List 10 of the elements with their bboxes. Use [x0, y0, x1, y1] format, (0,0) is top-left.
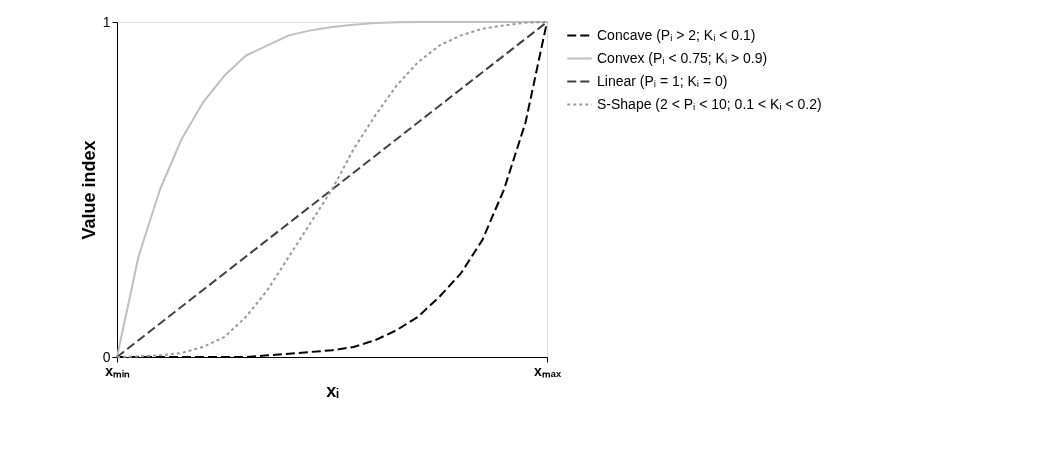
- legend-label: S-Shape (2 < Pᵢ < 10; 0.1 < Kᵢ < 0.2): [597, 95, 822, 112]
- legend-label: Concave (Pᵢ > 2; Kᵢ < 0.1): [597, 26, 756, 43]
- y-tick-label: 0: [102, 348, 111, 365]
- y-axis-title: Value index: [78, 140, 99, 240]
- x-tick-label: xₘₐₓ: [533, 362, 562, 379]
- y-tick-label: 1: [102, 13, 111, 30]
- legend-label: Linear (Pᵢ = 1; Kᵢ = 0): [597, 72, 728, 89]
- x-tick-label: xₘᵢₙ: [105, 362, 130, 379]
- x-axis-title: xᵢ: [326, 380, 340, 401]
- legend-label: Convex (Pᵢ < 0.75; Kᵢ > 0.9): [597, 49, 768, 66]
